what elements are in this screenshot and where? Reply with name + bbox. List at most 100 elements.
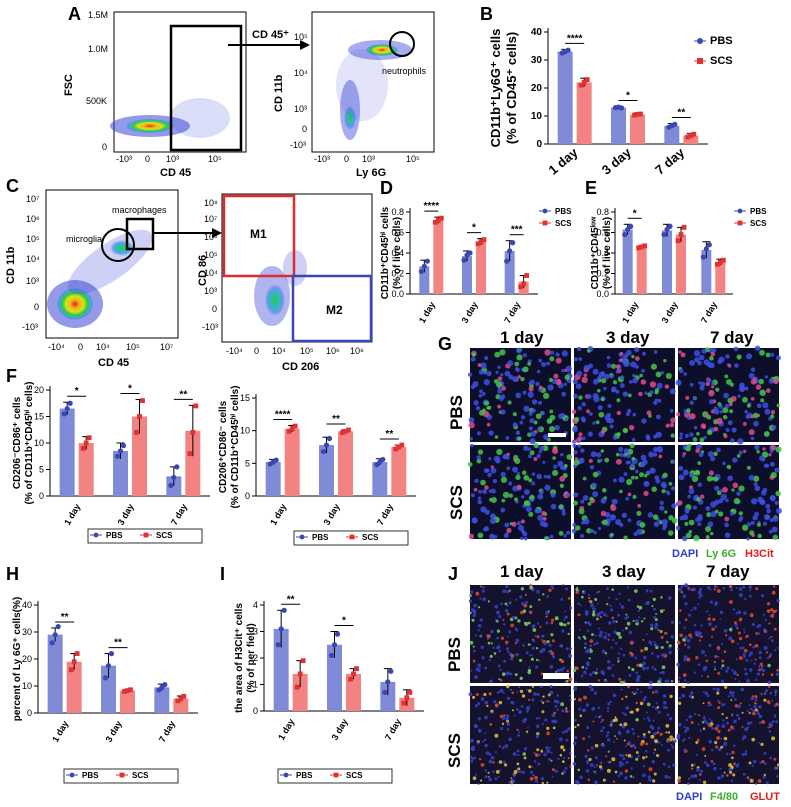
mic-J-cell-1-2-54 (695, 753, 698, 757)
mic-J-cell-1-1-0 (572, 761, 577, 766)
mic-J-cell-0-1-34 (660, 596, 663, 599)
mic-J-cell-0-1-198 (597, 602, 600, 605)
mic-J-cell-1-1-27 (624, 753, 628, 757)
mic-J-cell-1-2-58 (732, 744, 736, 747)
mic-J-cell-0-0-147 (477, 663, 481, 667)
mic-J-cell-0-2-75 (708, 613, 711, 616)
mic-J-cell-1-2-102 (752, 709, 756, 713)
mic-J-cell-0-1-39 (611, 588, 615, 591)
mic-G-cell-1-1-148 (610, 504, 617, 512)
mic-J-cell-1-1-70 (617, 774, 621, 778)
mic-J-cell-1-2-16 (761, 760, 765, 764)
mic-J-cell-0-2-175 (684, 618, 688, 622)
mic-J-cell-1-0-68 (551, 713, 556, 718)
mic-G-cell-1-1-89 (580, 499, 585, 504)
mic-G-cell-0-0-108 (549, 409, 554, 414)
mic-J-cell-1-2-209 (737, 717, 741, 720)
mic-J-cell-1-1-105 (619, 771, 623, 776)
xtick-label-F1-1: 3 day (116, 502, 136, 527)
mic-G-cell-1-2-71 (746, 522, 752, 527)
mic-J-cell-1-2-67 (721, 724, 726, 728)
mic-J-cell-1-2-14 (754, 698, 758, 702)
mic-J-cell-1-1-82 (669, 717, 673, 721)
legend-marker-B-1 (697, 58, 703, 64)
mic-G-cell-0-1-2 (616, 398, 621, 403)
mic-J-cell-1-1-43 (593, 766, 596, 769)
mic-J-cell-1-0-160 (547, 700, 550, 703)
mic-G-cell-0-2-146 (712, 348, 717, 353)
mic-G-cell-1-2-48 (720, 493, 727, 501)
mic-G-cell-0-0-58 (561, 350, 568, 357)
mic-J-cell-1-2-65 (775, 702, 779, 707)
mic-J-stain-1: F4/80 (710, 791, 738, 803)
mic-G-cell-1-2-5 (770, 444, 776, 451)
mic-G-cell-0-0-49 (476, 431, 481, 436)
mic-J-cell-0-2-4 (680, 590, 684, 594)
mic-G-cell-1-1-92 (658, 454, 663, 459)
panel-label-J: J (448, 564, 458, 584)
mic-J-cell-0-2-21 (706, 586, 711, 590)
mic-J-cell-0-2-115 (686, 681, 690, 685)
mic-G-cell-0-2-77 (763, 431, 770, 437)
microscopy-J: 1 day 3 day 7 day PBS SCS DAPI F4/80 GLU… (445, 562, 780, 803)
mic-J-cell-0-2-208 (679, 609, 682, 612)
mic-G-cell-0-0-44 (523, 405, 530, 412)
mic-J-cell-1-2-138 (731, 713, 734, 716)
mic-J-cell-1-2-79 (744, 750, 747, 753)
mic-J-cell-0-2-18 (734, 623, 738, 627)
mic-J-cell-1-2-107 (763, 751, 767, 755)
mic-G-cell-0-2-95 (768, 378, 775, 384)
mic-G-cell-0-1-108 (627, 393, 632, 398)
mic-J-cell-0-2-9 (744, 597, 747, 600)
mic-G-cell-0-2-105 (719, 410, 723, 414)
mic-J-cell-0-2-160 (749, 613, 754, 618)
mic-J-cell-1-1-219 (598, 714, 602, 718)
mic-G-cell-1-0-121 (506, 452, 510, 456)
mic-G-cell-1-2-108 (746, 465, 751, 470)
mic-J-cell-0-2-156 (683, 655, 688, 660)
mic-J-cell-0-0-57 (506, 589, 510, 594)
mic-G-cell-1-1-47 (598, 458, 603, 463)
mic-J-cell-1-2-38 (732, 691, 736, 695)
mic-J-cell-0-2-214 (755, 678, 758, 682)
mic-J-cell-1-1-158 (593, 691, 598, 695)
mic-J-cell-0-0-167 (503, 659, 507, 663)
mic-G-cell-1-2-16 (697, 461, 702, 465)
point-I-SCS-1-0 (348, 676, 353, 682)
mic-J-cell-0-1-114 (644, 646, 649, 651)
mic-G-stain-2: H3Cit (745, 548, 774, 560)
mic-G-cell-0-2-87 (759, 389, 766, 396)
mic-J-cell-1-1-42 (626, 743, 630, 746)
mic-G-cell-1-0-68 (477, 449, 484, 455)
mic-G-cell-1-1-149 (662, 523, 668, 529)
mic-J-cell-0-1-146 (588, 600, 591, 603)
point-I-PBS-2-2 (388, 668, 394, 674)
mic-J-cell-1-2-110 (760, 692, 764, 696)
point-B-PBS-0-2 (565, 47, 571, 53)
mic-J-cell-1-0-63 (510, 777, 513, 780)
mic-J-cell-0-2-68 (700, 624, 703, 627)
mic-J-cell-1-0-107 (546, 749, 551, 754)
mic-G-cell-1-1-64 (630, 475, 635, 480)
mic-J-cell-1-0-53 (510, 700, 515, 705)
mic-G-cell-0-0-141 (528, 426, 533, 431)
mic-J-cell-0-1-113 (600, 610, 604, 614)
mic-J-cell-1-2-74 (737, 704, 741, 709)
mic-J-cell-0-2-29 (728, 636, 733, 641)
mic-G-cell-1-1-56 (604, 457, 610, 463)
mic-J-cell-0-2-144 (695, 656, 699, 660)
mic-J-cell-1-1-185 (624, 713, 627, 717)
mic-J-cell-0-0-48 (569, 606, 573, 610)
mic-J-cell-1-1-25 (573, 755, 577, 758)
mic-G-cell-1-0-122 (552, 447, 559, 455)
mic-J-cell-0-1-18 (670, 635, 675, 639)
point-F1-SCS-1-1 (137, 414, 142, 419)
legend-label-F2-0: PBS (312, 533, 329, 542)
mic-J-cell-0-2-65 (678, 621, 682, 625)
bar-D-PBS-1 (462, 256, 472, 294)
mic-J-cell-1-0-111 (484, 731, 487, 734)
mic-G-cell-1-0-64 (539, 489, 544, 495)
mic-J-cell-0-0-139 (505, 671, 510, 676)
mic-J-cell-0-0-210 (492, 646, 495, 650)
mic-J-cell-1-1-159 (656, 754, 660, 758)
